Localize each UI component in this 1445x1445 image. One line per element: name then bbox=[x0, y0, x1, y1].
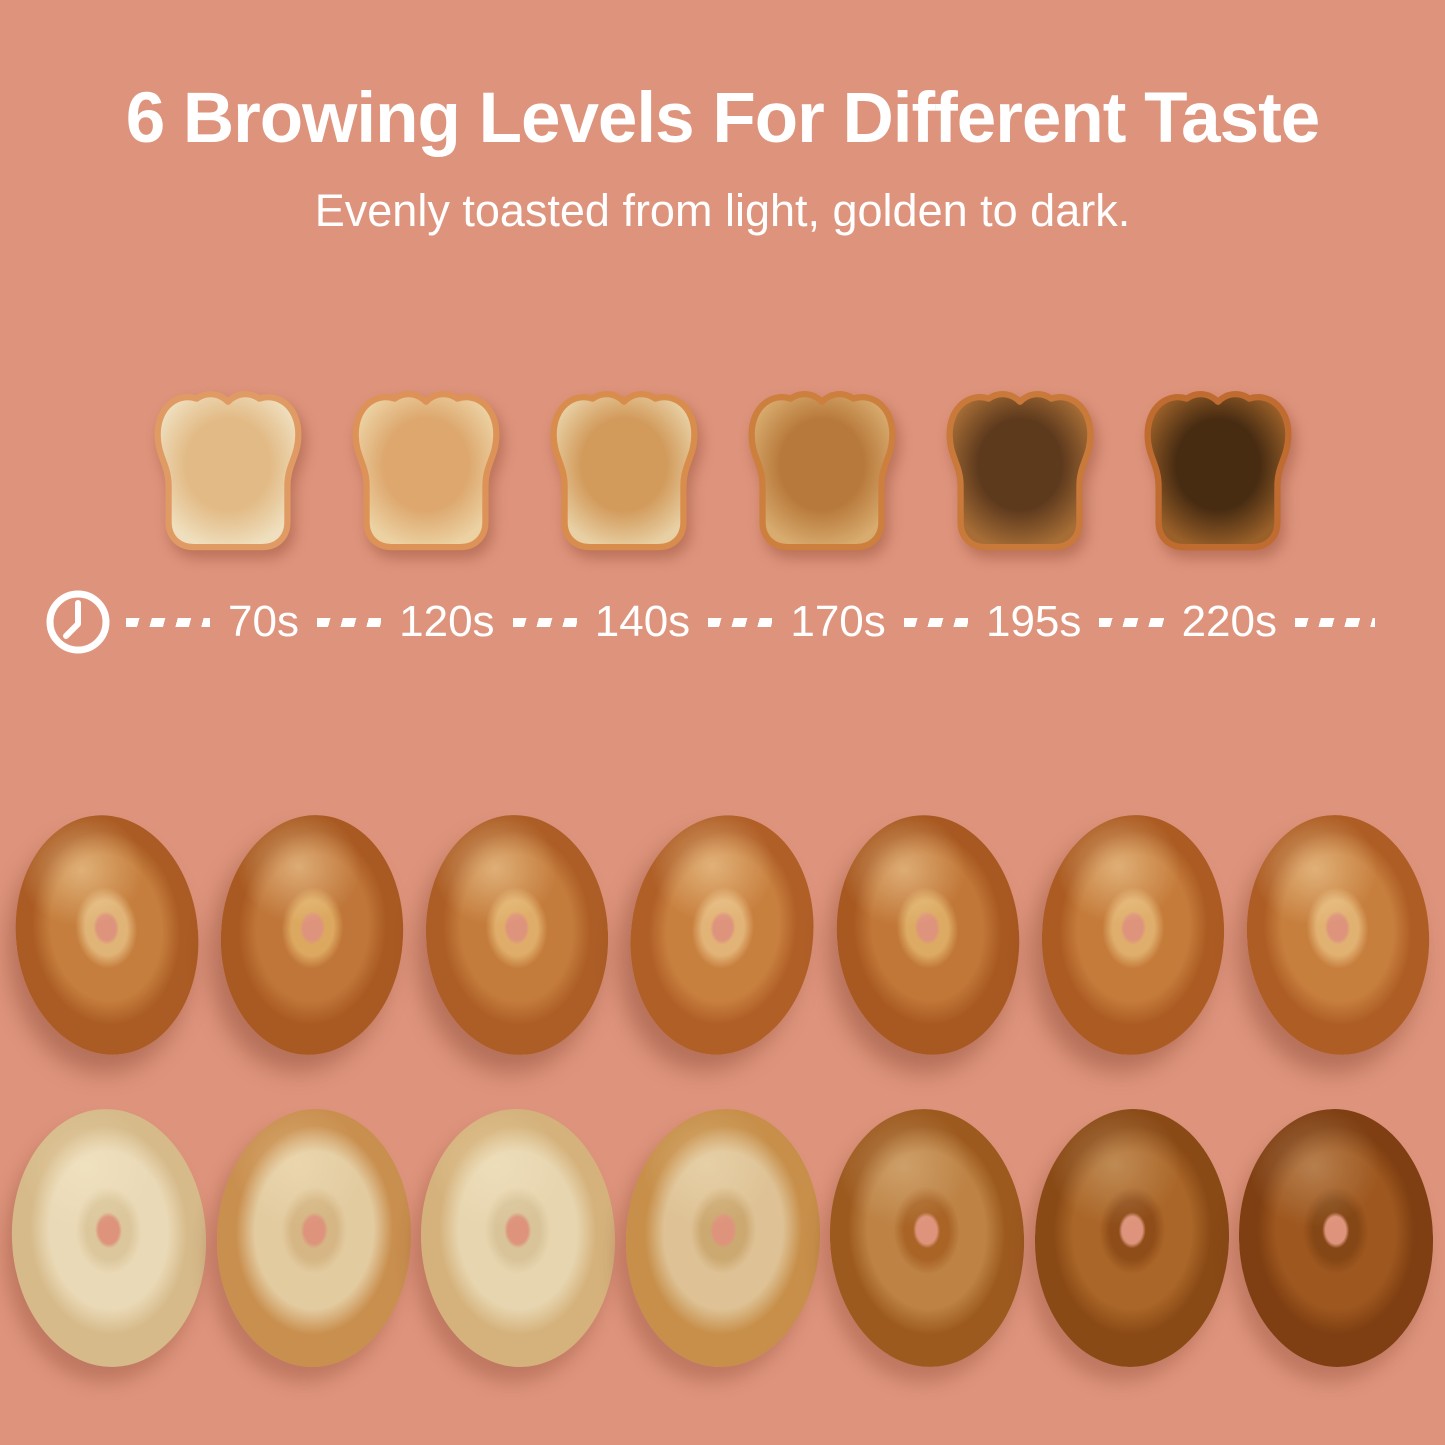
toast-slice-level-4 bbox=[748, 391, 895, 551]
time-label-120s: 120s bbox=[399, 597, 495, 646]
bagel-top-5 bbox=[826, 807, 1029, 1063]
toast-slice-level-6 bbox=[1144, 391, 1291, 551]
toasting-time-line: 70s 120s 140s 170s 195s 220s bbox=[0, 583, 1445, 661]
bagel-cut-7 bbox=[1234, 1105, 1438, 1371]
bagel-cut-6 bbox=[1030, 1105, 1233, 1371]
bagel-cut-3 bbox=[416, 1105, 620, 1371]
header: 6 Browing Levels For Different Taste Eve… bbox=[0, 0, 1445, 237]
bagel-cut-5 bbox=[823, 1104, 1031, 1372]
toast-slice-level-5 bbox=[946, 391, 1093, 551]
page-title: 6 Browing Levels For Different Taste bbox=[125, 79, 1321, 158]
time-label-70s: 70s bbox=[228, 597, 299, 646]
toast-browning-row bbox=[0, 383, 1445, 555]
bagel-cut-row bbox=[0, 1104, 1445, 1372]
bagel-cut-2 bbox=[212, 1105, 415, 1371]
dashed-line bbox=[512, 617, 577, 627]
dashed-line bbox=[316, 617, 382, 627]
toast-slice-level-1 bbox=[154, 391, 301, 551]
time-label-220s: 220s bbox=[1181, 597, 1277, 646]
time-label-170s: 170s bbox=[790, 597, 886, 646]
clock-icon bbox=[46, 590, 110, 654]
time-label-140s: 140s bbox=[594, 597, 691, 646]
dashed-line bbox=[126, 617, 210, 627]
bagel-top-3 bbox=[420, 810, 615, 1060]
bagel-cut-1 bbox=[5, 1104, 213, 1372]
dashed-line bbox=[903, 617, 968, 627]
page-subtitle: Evenly toasted from light, golden to dar… bbox=[314, 185, 1131, 236]
bagel-cut-4 bbox=[618, 1104, 827, 1372]
dashed-line bbox=[708, 617, 773, 627]
bagel-top-row bbox=[0, 804, 1445, 1066]
dashed-line bbox=[1295, 617, 1375, 627]
time-label-195s: 195s bbox=[985, 597, 1082, 646]
dashed-line bbox=[1099, 617, 1164, 627]
toast-slice-level-2 bbox=[352, 391, 499, 551]
toast-slice-level-3 bbox=[550, 391, 697, 551]
bagel-top-1 bbox=[3, 806, 211, 1064]
bagel-top-7 bbox=[1238, 808, 1438, 1062]
bagel-top-4 bbox=[617, 804, 828, 1066]
bagel-top-6 bbox=[1035, 810, 1230, 1060]
bagel-top-2 bbox=[213, 808, 412, 1062]
